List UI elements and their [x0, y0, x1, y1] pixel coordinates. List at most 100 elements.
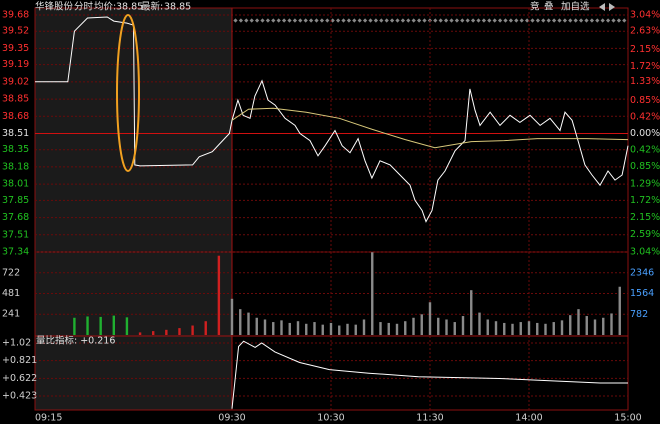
- highlight-ellipse: [116, 14, 140, 172]
- volume-bar: [125, 317, 129, 335]
- volume-bar: [321, 324, 324, 335]
- volume-bar: [86, 316, 89, 335]
- y-tick-label: 39.35: [2, 43, 29, 54]
- volume-bar: [152, 331, 155, 335]
- y-tick-label: 38.18: [2, 161, 29, 172]
- y-tick-label: 38.35: [2, 144, 29, 155]
- volume-bar: [519, 322, 522, 335]
- volume-bar: [618, 286, 621, 335]
- y2-tick-label: 3.04%: [630, 247, 660, 258]
- volume-bar: [527, 321, 531, 335]
- y2-tick-label: 2.15%: [630, 44, 660, 55]
- y-tick-label: 39.19: [2, 59, 29, 70]
- event-marker: [249, 18, 254, 23]
- volume-bar: [280, 320, 283, 335]
- event-marker: [238, 18, 244, 23]
- volume-bar: [404, 321, 407, 335]
- next-button[interactable]: [609, 3, 615, 11]
- y2-tick-label: 0.42%: [630, 144, 660, 155]
- y-tick-label: 38.85: [2, 94, 29, 105]
- y-tick-label: +0.622: [2, 373, 37, 384]
- volume-bar: [494, 321, 498, 335]
- volume-bar: [420, 314, 423, 335]
- volume-bar: [204, 321, 207, 335]
- volume-bar: [329, 322, 333, 335]
- volume-bar: [371, 252, 374, 335]
- y2-tick-label: 0.42%: [630, 112, 660, 123]
- volume-bar: [263, 319, 267, 335]
- volume-bar: [486, 319, 489, 335]
- volume-bar: [255, 317, 258, 335]
- y-tick-label: 37.34: [2, 247, 29, 258]
- y-tick-label: 37.68: [2, 212, 29, 223]
- volume-bar: [346, 323, 349, 335]
- y2-tick-label: 0.85%: [630, 95, 660, 106]
- stock-name: 华锋股份: [35, 1, 74, 13]
- y2-tick-label: 1.72%: [630, 195, 660, 206]
- y2-tick-label: 2.63%: [630, 25, 660, 36]
- y2-tick-label: 1564: [630, 288, 654, 299]
- volume-bar: [461, 316, 465, 335]
- y-tick-label: 38.51: [2, 128, 29, 139]
- volume-bar: [552, 322, 555, 335]
- volume-bar: [503, 322, 506, 335]
- x-tick-label: 15:00: [614, 413, 641, 424]
- volume-bar: [387, 322, 390, 335]
- indicator-title: 量比指标: +0.216: [36, 335, 115, 347]
- y-tick-label: 481: [2, 288, 20, 299]
- volume-bar: [511, 323, 514, 335]
- volume-bar: [544, 323, 547, 335]
- y2-tick-label: 782: [630, 309, 648, 320]
- volume-bar: [577, 309, 580, 335]
- y-tick-label: +0.821: [2, 355, 37, 366]
- volume-bar: [362, 319, 366, 335]
- x-tick-label: 10:30: [317, 413, 344, 424]
- y2-tick-label: 2.59%: [630, 229, 660, 240]
- volume-bar: [73, 317, 76, 335]
- volume-bar: [239, 309, 242, 335]
- volume-bar: [569, 315, 572, 335]
- volume-bar: [296, 321, 300, 335]
- avg-label: 均价:: [94, 1, 116, 13]
- volume-bar: [437, 317, 440, 335]
- volume-bar: [288, 322, 291, 335]
- volume-bar: [305, 323, 308, 335]
- volume-bar: [191, 325, 194, 335]
- volume-bar: [560, 320, 564, 335]
- x-tick-label: 11:30: [416, 413, 443, 424]
- volume-bar: [445, 319, 448, 335]
- y-tick-label: 37.85: [2, 195, 29, 206]
- x-tick-label: 14:00: [515, 413, 542, 424]
- y-tick-label: 38.01: [2, 179, 29, 190]
- y-tick-label: +1.02: [2, 337, 31, 348]
- volume-bar: [395, 323, 399, 335]
- button[interactable]: 叠: [544, 2, 554, 13]
- volume-bar: [138, 332, 142, 335]
- last-label: 最新:: [141, 1, 163, 13]
- volume-bar: [247, 312, 250, 335]
- price-line: [231, 107, 629, 149]
- price-line: [35, 16, 629, 223]
- y2-tick-label: 3.04%: [630, 10, 660, 21]
- y-tick-label: +0.423: [2, 391, 37, 402]
- button[interactable]: 加自选: [561, 1, 590, 13]
- y-tick-label: 39.68: [2, 10, 29, 21]
- prev-button[interactable]: [599, 3, 605, 11]
- y2-tick-label: 0.85%: [630, 161, 660, 172]
- volume-bar: [272, 322, 275, 335]
- volume-bar: [602, 317, 605, 335]
- y2-tick-label: 1.29%: [630, 178, 660, 189]
- volume-bar: [536, 322, 539, 335]
- y2-tick-label: 1.72%: [630, 61, 660, 72]
- volume-bar: [470, 290, 473, 335]
- x-tick-label: 09:30: [218, 413, 245, 424]
- y2-tick-label: 0.00%: [630, 128, 660, 139]
- button[interactable]: 竞: [530, 1, 540, 13]
- y2-tick-label: 2.15%: [630, 212, 660, 223]
- price-line: [231, 340, 628, 409]
- event-marker: [244, 18, 249, 23]
- y-tick-label: 39.02: [2, 76, 29, 87]
- volume-bar: [178, 328, 181, 335]
